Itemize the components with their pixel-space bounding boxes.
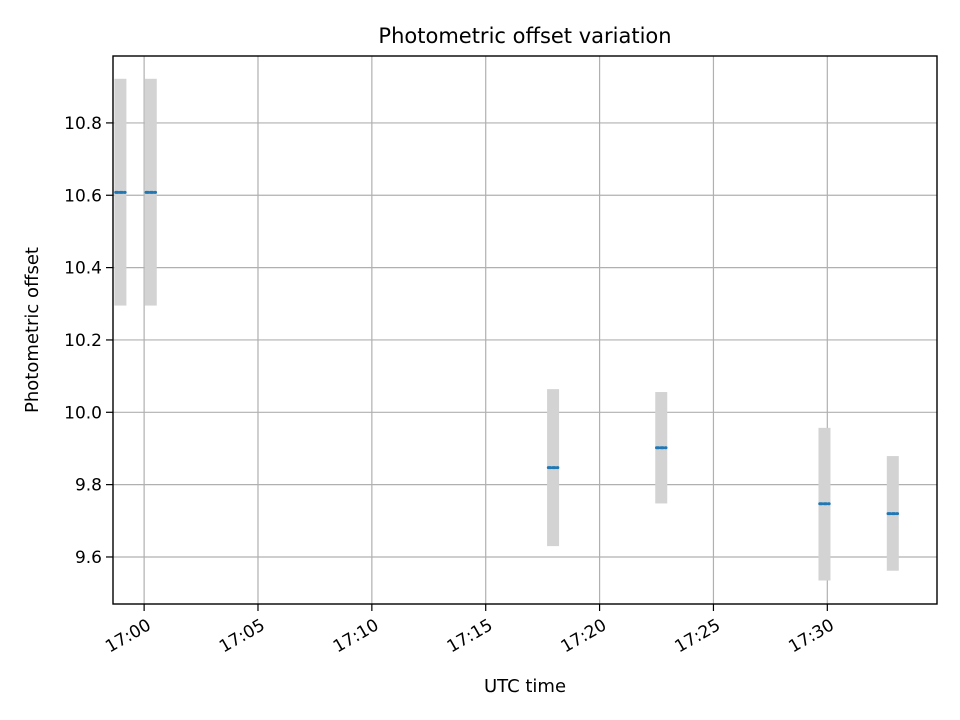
y-tick-label: 9.8 xyxy=(75,476,102,496)
plot-frame xyxy=(112,55,938,605)
grid xyxy=(113,56,937,604)
chart-title: Photometric offset variation xyxy=(378,24,671,48)
y-tick-label: 10.2 xyxy=(64,331,102,351)
y-tick-label: 10.0 xyxy=(64,403,102,423)
plot-marks xyxy=(114,78,900,581)
y-tick-label: 10.4 xyxy=(64,259,102,279)
y-axis: 9.6 9.8 10.0 10.2 10.4 10.6 10.8 xyxy=(64,114,113,568)
x-axis-label: UTC time xyxy=(484,676,566,697)
y-tick-label: 9.6 xyxy=(75,548,102,568)
y-axis-label: Photometric offset xyxy=(22,247,43,413)
y-tick-label: 10.6 xyxy=(64,186,102,206)
y-tick-label: 10.8 xyxy=(64,114,102,134)
